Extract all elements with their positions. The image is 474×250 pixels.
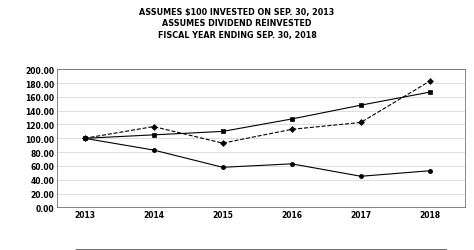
Text: ASSUMES $100 INVESTED ON SEP. 30, 2013
ASSUMES DIVIDEND REINVESTED
FISCAL YEAR E: ASSUMES $100 INVESTED ON SEP. 30, 2013 A… — [139, 8, 335, 40]
